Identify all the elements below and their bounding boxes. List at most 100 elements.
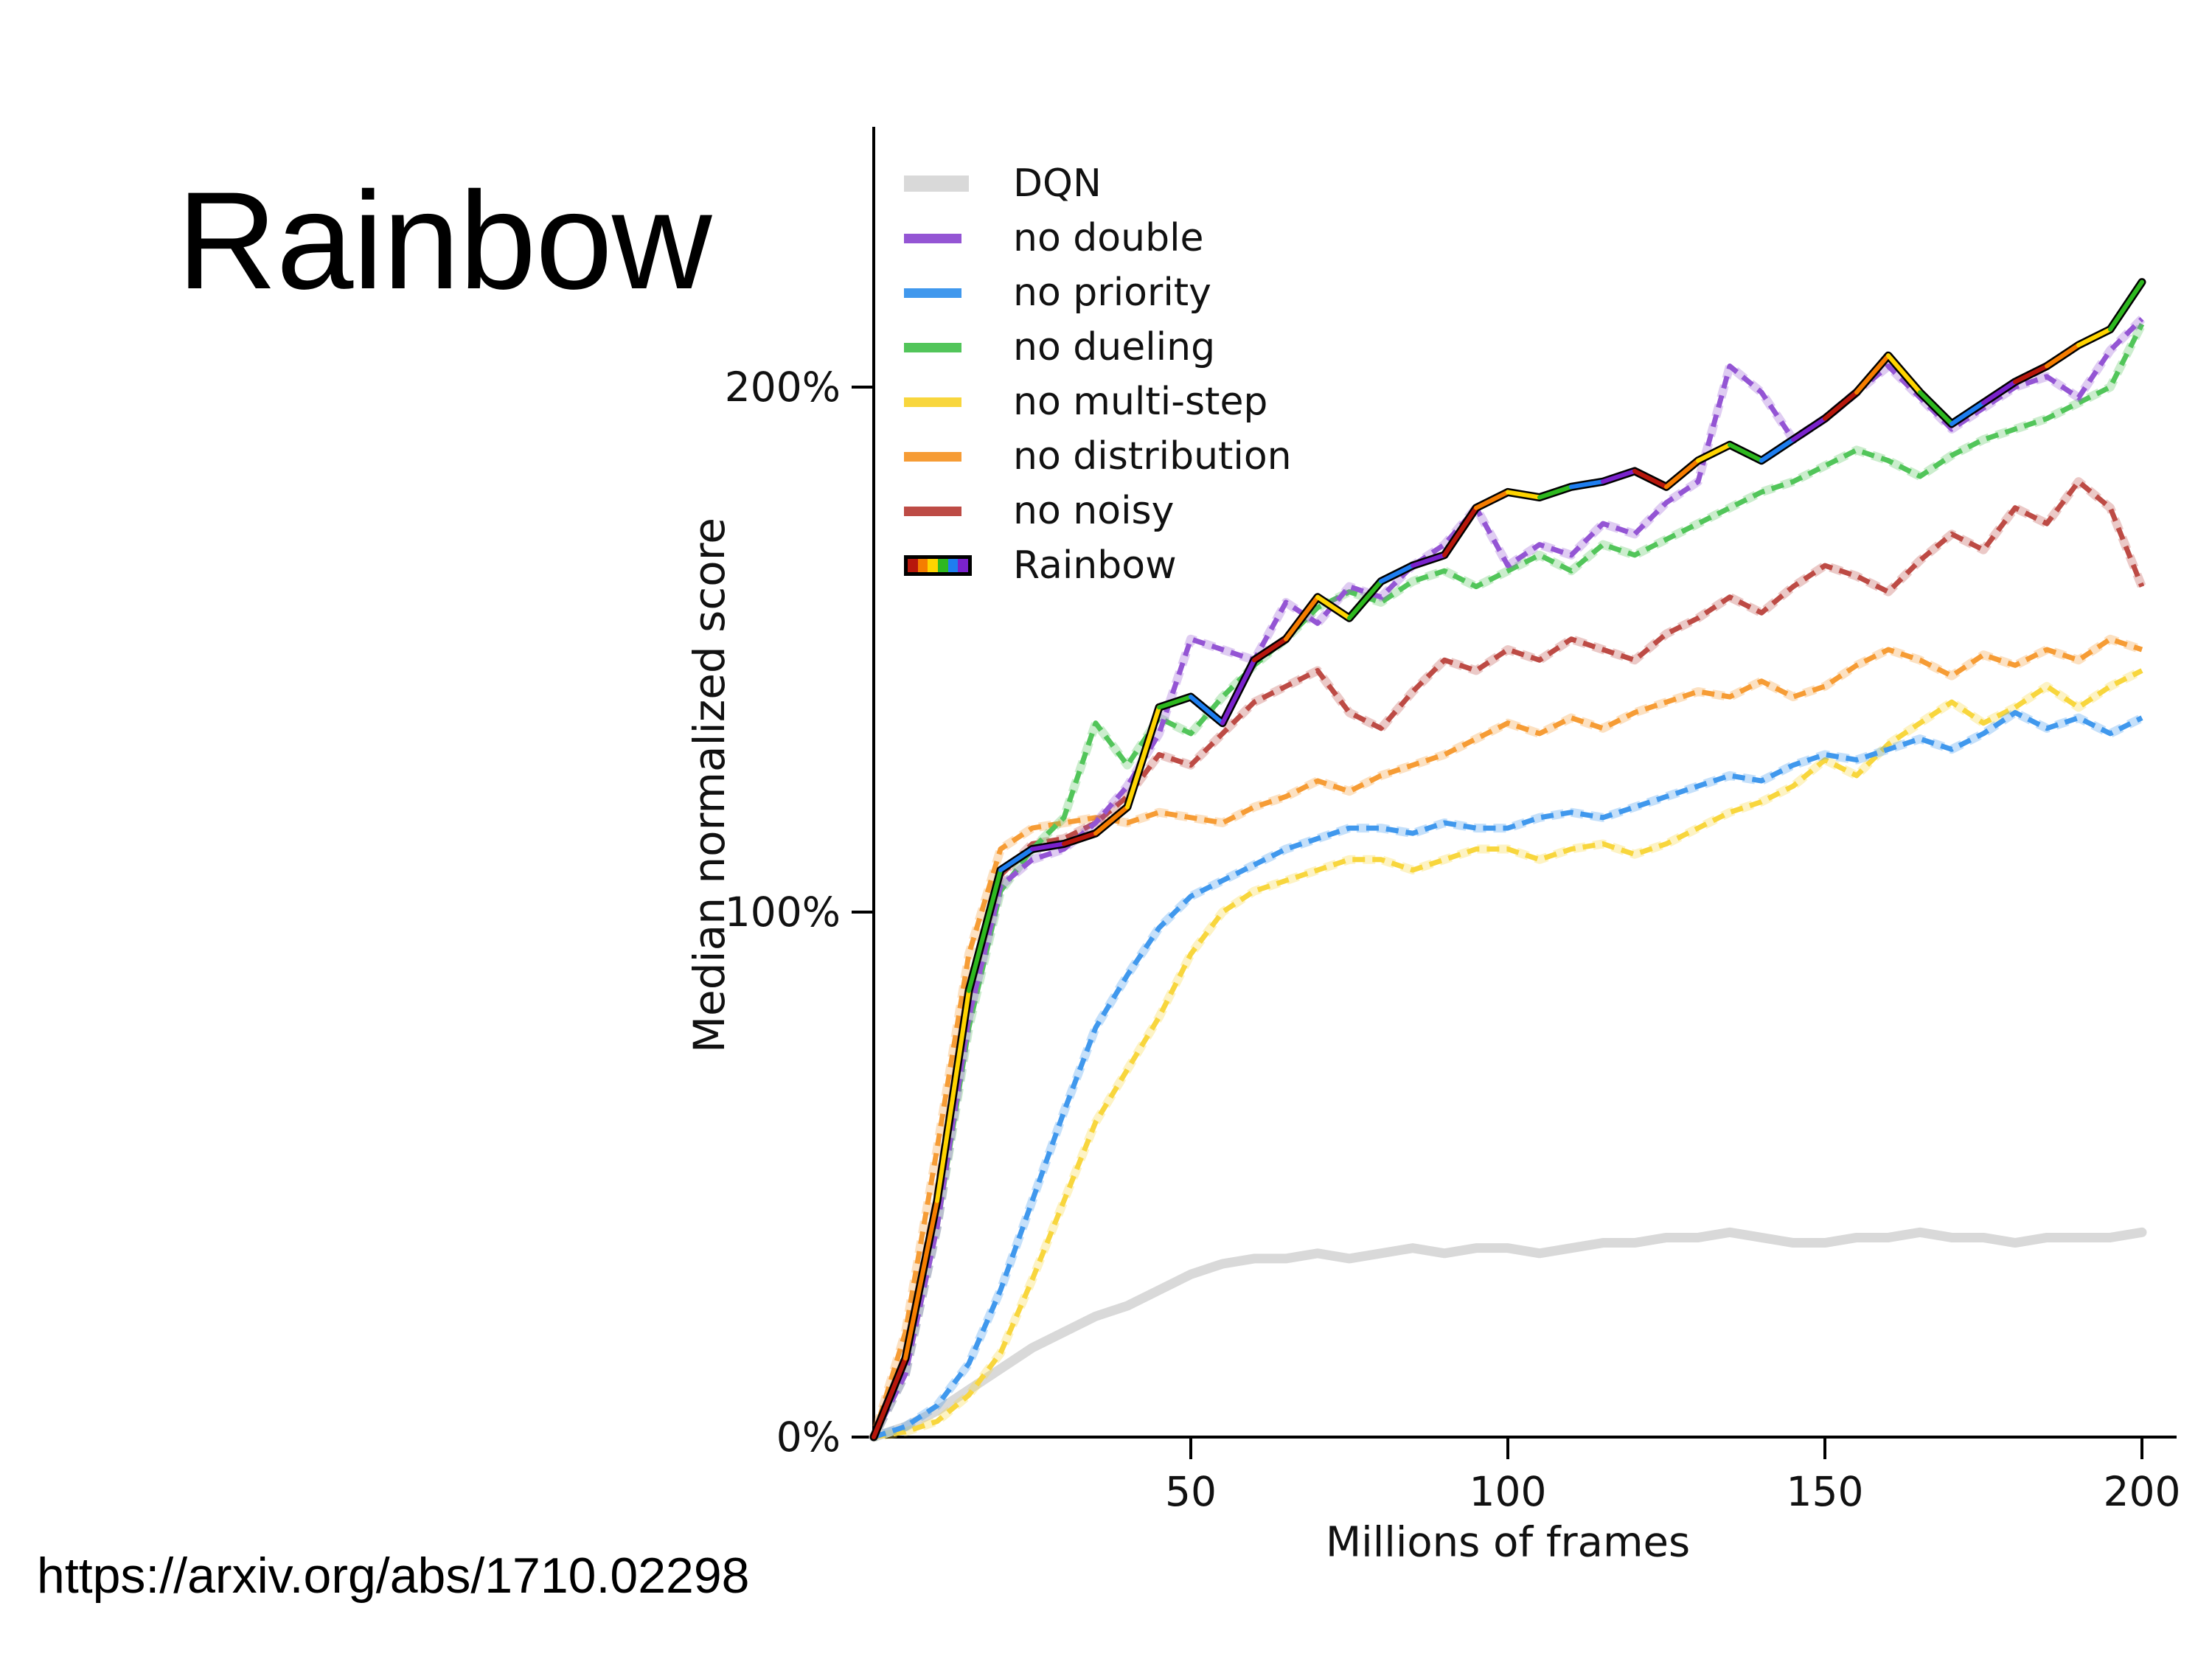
- curve-rainbow-seg: [1474, 490, 1510, 510]
- y-tick-label-200: 200%: [724, 364, 841, 411]
- rainbow-swatch-cell: [947, 559, 959, 572]
- legend-swatch-icon: [904, 175, 969, 192]
- curve-rainbow-seg: [2013, 364, 2049, 384]
- curve-rainbow-seg: [1030, 841, 1066, 852]
- curve-no-distribution: [871, 636, 2143, 1439]
- x-tick-label-100: 100: [1469, 1468, 1547, 1515]
- curve-no-multi-step-halo: [873, 667, 2144, 1441]
- curve-rainbow-seg: [1918, 390, 1954, 426]
- legend-swatch-icon: [904, 451, 961, 462]
- legend-swatch-box: [904, 397, 978, 407]
- rainbow-swatch-cell: [917, 559, 928, 572]
- curve-no-multi-step: [873, 668, 2143, 1440]
- curve-rainbow-seg: [1854, 353, 1891, 395]
- legend-swatch-box: [904, 233, 978, 243]
- curve-rainbow-seg: [1886, 353, 1922, 395]
- curve-rainbow-seg: [2108, 279, 2144, 332]
- legend-item-no-noisy: no noisy: [904, 484, 1292, 538]
- curve-no-priority: [872, 709, 2143, 1440]
- y-tick-label-0: 0%: [776, 1413, 841, 1461]
- curve-rainbow-seg: [1601, 468, 1637, 484]
- curve-rainbow-seg: [967, 868, 1003, 993]
- legend-swatch-icon: [904, 397, 961, 407]
- legend-swatch-icon: [904, 342, 961, 352]
- curve-rainbow-seg: [1189, 695, 1225, 726]
- curve-rainbow-seg: [1791, 416, 1827, 442]
- legend-swatch-box: [904, 506, 978, 516]
- curve-rainbow-seg: [1315, 594, 1352, 621]
- y-tick-label-100: 100%: [724, 888, 841, 936]
- x-tick-label-50: 50: [1165, 1468, 1217, 1515]
- legend-item-no-priority: no priority: [904, 265, 1292, 320]
- legend-label: DQN: [1013, 161, 1102, 206]
- legend-swatch-box: [904, 342, 978, 352]
- slide-title: Rainbow: [177, 163, 712, 318]
- curve-rainbow-seg: [998, 846, 1034, 873]
- curve-no-dueling: [871, 322, 2145, 1439]
- curve-rainbow-seg: [903, 1198, 939, 1361]
- curve-rainbow-seg: [1252, 636, 1288, 663]
- curve-rainbow-seg: [1347, 579, 1383, 621]
- legend-label: no priority: [1013, 271, 1211, 315]
- y-axis-label: Median normalized score: [684, 518, 734, 1053]
- legend-label: no noisy: [1013, 489, 1175, 533]
- curve-rainbow-seg: [872, 1356, 908, 1439]
- curve-rainbow-seg: [1411, 552, 1447, 568]
- legend-swatch-icon: [904, 555, 972, 576]
- rainbow-swatch-cell: [928, 559, 939, 572]
- legend-label: no double: [1013, 216, 1204, 260]
- legend-swatch-box: [904, 288, 978, 298]
- legend-swatch-icon: [904, 506, 961, 516]
- curve-rainbow-seg: [1823, 390, 1859, 421]
- rainbow-swatch-cell: [958, 559, 969, 572]
- chart-legend: DQN no double no priority no dueling no mult…: [904, 156, 1292, 593]
- legend-item-no-distribution: no distribution: [904, 429, 1292, 484]
- legend-item-no-multi-step: no multi-step: [904, 375, 1292, 429]
- curve-rainbow-seg: [1157, 695, 1193, 710]
- legend-swatch-icon: [904, 288, 961, 298]
- curve-rainbow-seg: [2076, 327, 2112, 348]
- legend-item-dqn: DQN: [904, 156, 1292, 211]
- legend-label: no distribution: [1013, 434, 1292, 479]
- curve-rainbow-seg: [935, 988, 971, 1203]
- curve-no-priority-halo: [872, 708, 2144, 1441]
- curve-rainbow-seg: [1506, 490, 1542, 500]
- curve-rainbow-seg: [1632, 468, 1669, 490]
- curve-rainbow-seg: [1537, 484, 1573, 500]
- curve-dqn: [869, 1227, 2147, 1442]
- curve-rainbow-seg: [1220, 658, 1256, 726]
- curve-no-noisy: [871, 479, 2145, 1439]
- curve-rainbow-seg: [1062, 831, 1098, 846]
- curve-rainbow-seg: [1728, 442, 1764, 463]
- curve-rainbow-seg: [1284, 594, 1320, 641]
- curve-no-distribution-halo: [869, 634, 2143, 1439]
- x-tick-label-200: 200: [2103, 1468, 2181, 1515]
- legend-item-no-dueling: no dueling: [904, 320, 1292, 375]
- curve-rainbow-seg: [1442, 505, 1478, 557]
- source-url-link[interactable]: https://arxiv.org/abs/1710.02298: [37, 1548, 750, 1604]
- rainbow-swatch-cell: [908, 559, 918, 572]
- legend-item-rainbow: Rainbow: [904, 538, 1292, 593]
- curve-no-noisy-halo: [869, 477, 2146, 1439]
- legend-label: no dueling: [1013, 325, 1216, 369]
- legend-swatch-box: [904, 451, 978, 462]
- curve-rainbow-seg: [1981, 379, 2017, 406]
- curve-rainbow-seg: [1759, 437, 1795, 463]
- legend-swatch-box: [904, 175, 978, 192]
- legend-label: no multi-step: [1013, 380, 1268, 424]
- rainbow-swatch-cell: [938, 559, 948, 572]
- legend-swatch-icon: [904, 233, 961, 243]
- legend-swatch-box: [904, 555, 978, 576]
- legend-label: Rainbow: [1013, 543, 1177, 588]
- curve-rainbow-seg: [1569, 479, 1605, 490]
- curve-rainbow-seg: [1950, 400, 1986, 426]
- curve-rainbow-seg: [1696, 442, 1732, 463]
- curve-rainbow-seg: [1664, 458, 1700, 490]
- legend-item-no-double: no double: [904, 211, 1292, 265]
- x-tick-label-150: 150: [1786, 1468, 1864, 1515]
- curve-rainbow-seg: [1093, 804, 1130, 836]
- x-axis-label: Millions of frames: [1325, 1518, 1691, 1567]
- curve-rainbow-seg: [1379, 563, 1415, 584]
